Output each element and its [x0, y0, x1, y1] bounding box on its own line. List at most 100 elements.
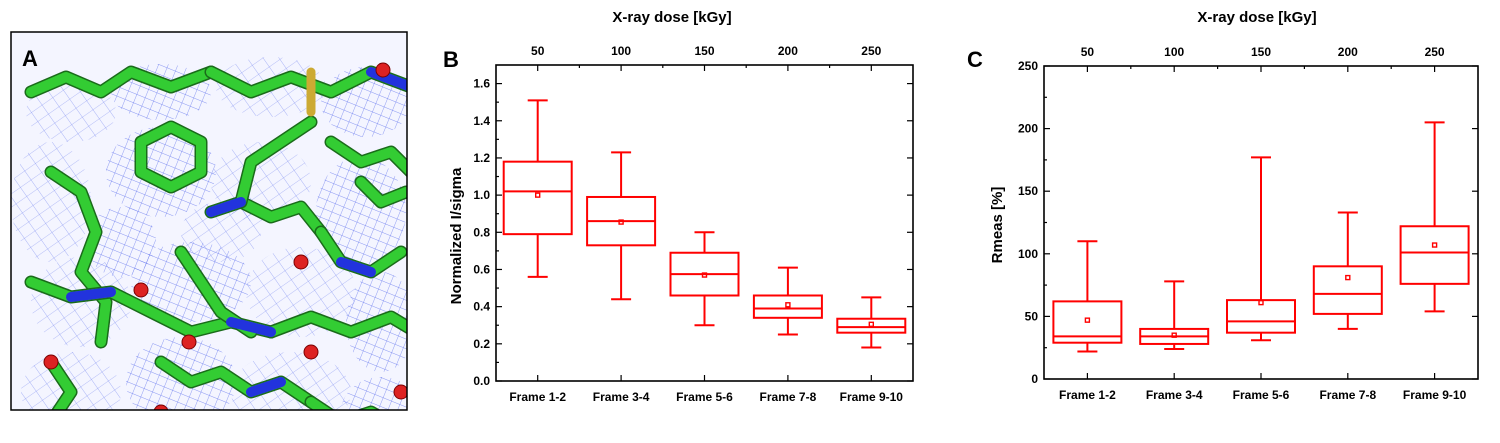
iqr-box — [502, 160, 573, 236]
mean-marker — [785, 302, 791, 308]
oxygen-atom — [375, 62, 391, 78]
x-category-label: Frame 1-2 — [1059, 388, 1116, 402]
top-tick-label: 150 — [1251, 45, 1271, 59]
top-tick-label: 100 — [611, 44, 631, 58]
y-tick-label: 0.4 — [473, 300, 490, 314]
carbon-bond — [236, 117, 316, 207]
y-tick-label: 50 — [1025, 309, 1039, 323]
box-4 — [752, 266, 823, 336]
y-tick-label: 0.0 — [473, 374, 490, 388]
panel-c-y-axis-title: Rmeas [%] — [989, 187, 1006, 264]
oxygen-atom — [181, 334, 197, 350]
density-blob — [246, 247, 356, 337]
y-tick-label: 0.8 — [473, 225, 490, 239]
panel-c-top-axis: 50 100 150 200 250 — [1081, 45, 1445, 72]
x-category-label: Frame 7-8 — [1319, 388, 1376, 402]
x-category-label: Frame 9-10 — [1403, 388, 1467, 402]
oxygen-atom — [153, 404, 169, 410]
iqr-box — [836, 317, 907, 334]
panel-b-plot-frame — [495, 64, 914, 382]
carbon-bond — [266, 312, 407, 337]
y-tick-label: 1.0 — [473, 188, 490, 202]
mean-marker — [535, 192, 541, 198]
oxygen-atom — [293, 254, 309, 270]
y-tick-label: 0 — [1031, 372, 1038, 386]
nitrogen-bond — [66, 287, 116, 302]
panel-b-y-axis-title: Normalized I/sigma — [448, 167, 465, 304]
top-tick-label: 100 — [1164, 45, 1184, 59]
y-tick-label: 100 — [1018, 247, 1038, 261]
panel-c-plot-frame — [1043, 65, 1479, 380]
mean-marker — [1171, 332, 1177, 338]
panel-c-chart: C X-ray dose [kGy] Rmeas [%] 50 100 150 200… — [967, 9, 1479, 402]
y-tick-label: 1.6 — [473, 77, 490, 91]
top-tick-label: 50 — [1081, 45, 1095, 59]
panel-b-x-axis: Frame 1-2 Frame 3-4 Frame 5-6 Frame 7-8 Fram… — [509, 375, 903, 404]
iqr-box — [1052, 300, 1123, 344]
protein-stick-model — [24, 62, 407, 410]
oxygen-atom — [393, 384, 407, 400]
panel-b-chart: B X-ray dose [kGy] Normalized I/sigma 50… — [443, 9, 914, 404]
iqr-box — [1399, 225, 1470, 285]
x-category-label: Frame 5-6 — [676, 390, 733, 404]
box-4 — [1312, 211, 1383, 330]
panel-b-y-axis: 0.0 0.2 0.4 0.6 0.8 1.0 1.2 1.4 1.6 — [473, 77, 913, 388]
box-2 — [586, 151, 657, 301]
oxygen-atom — [43, 354, 59, 370]
panel-c-x-axis: Frame 1-2 Frame 3-4 Frame 5-6 Frame 7-8 Fram… — [1059, 373, 1467, 402]
top-tick-label: 150 — [694, 44, 714, 58]
panel-c-top-axis-title: X-ray dose [kGy] — [1197, 9, 1316, 26]
x-category-label: Frame 7-8 — [760, 390, 817, 404]
nitrogen-bond — [206, 197, 246, 217]
density-blob — [341, 377, 407, 410]
electron-density-map — [11, 32, 407, 410]
oxygen-atom — [133, 282, 149, 298]
density-blob — [26, 82, 116, 142]
mean-marker — [868, 321, 874, 328]
x-category-label: Frame 9-10 — [840, 390, 904, 404]
top-tick-label: 200 — [778, 44, 798, 58]
y-tick-label: 1.4 — [473, 114, 490, 128]
box-1 — [1052, 240, 1123, 353]
top-tick-label: 50 — [531, 44, 545, 58]
top-tick-label: 250 — [1425, 45, 1445, 59]
panel-a-letter: A — [22, 46, 38, 71]
box-2 — [1139, 280, 1210, 350]
mean-marker — [1084, 317, 1091, 323]
nitrogen-bond — [226, 317, 276, 337]
density-blob — [316, 157, 406, 267]
y-tick-label: 150 — [1018, 184, 1038, 198]
carbon-bond — [356, 177, 407, 207]
top-tick-label: 250 — [861, 44, 881, 58]
y-tick-label: 250 — [1018, 59, 1038, 73]
density-blob — [181, 202, 261, 262]
density-blob — [11, 142, 91, 262]
carbon-bond — [46, 167, 111, 347]
panel-a-structure-image: A — [10, 31, 408, 411]
y-tick-label: 200 — [1018, 122, 1038, 136]
mean-marker — [618, 219, 624, 225]
nitrogen-bond — [336, 257, 376, 277]
panel-a-border — [10, 31, 408, 411]
mean-marker — [1258, 299, 1264, 306]
carbon-bond — [46, 357, 76, 410]
nitrogen-bond — [246, 377, 286, 397]
panel-b-boxes — [502, 99, 907, 349]
oxygen-atom — [303, 344, 319, 360]
y-tick-label: 1.2 — [473, 151, 490, 165]
carbon-bond — [326, 137, 407, 176]
box-1 — [502, 99, 573, 278]
x-category-label: Frame 5-6 — [1233, 388, 1290, 402]
iqr-box — [752, 294, 823, 319]
carbon-bond — [136, 122, 206, 192]
panel-c-boxes — [1052, 121, 1470, 353]
x-category-label: Frame 3-4 — [1146, 388, 1203, 402]
x-category-label: Frame 3-4 — [593, 390, 650, 404]
box-5 — [836, 296, 907, 349]
y-tick-label: 0.2 — [473, 337, 490, 351]
panel-b-top-axis-title: X-ray dose [kGy] — [612, 9, 731, 26]
carbon-bond — [156, 357, 316, 407]
carbon-bond — [26, 67, 216, 97]
density-blob — [106, 127, 216, 217]
